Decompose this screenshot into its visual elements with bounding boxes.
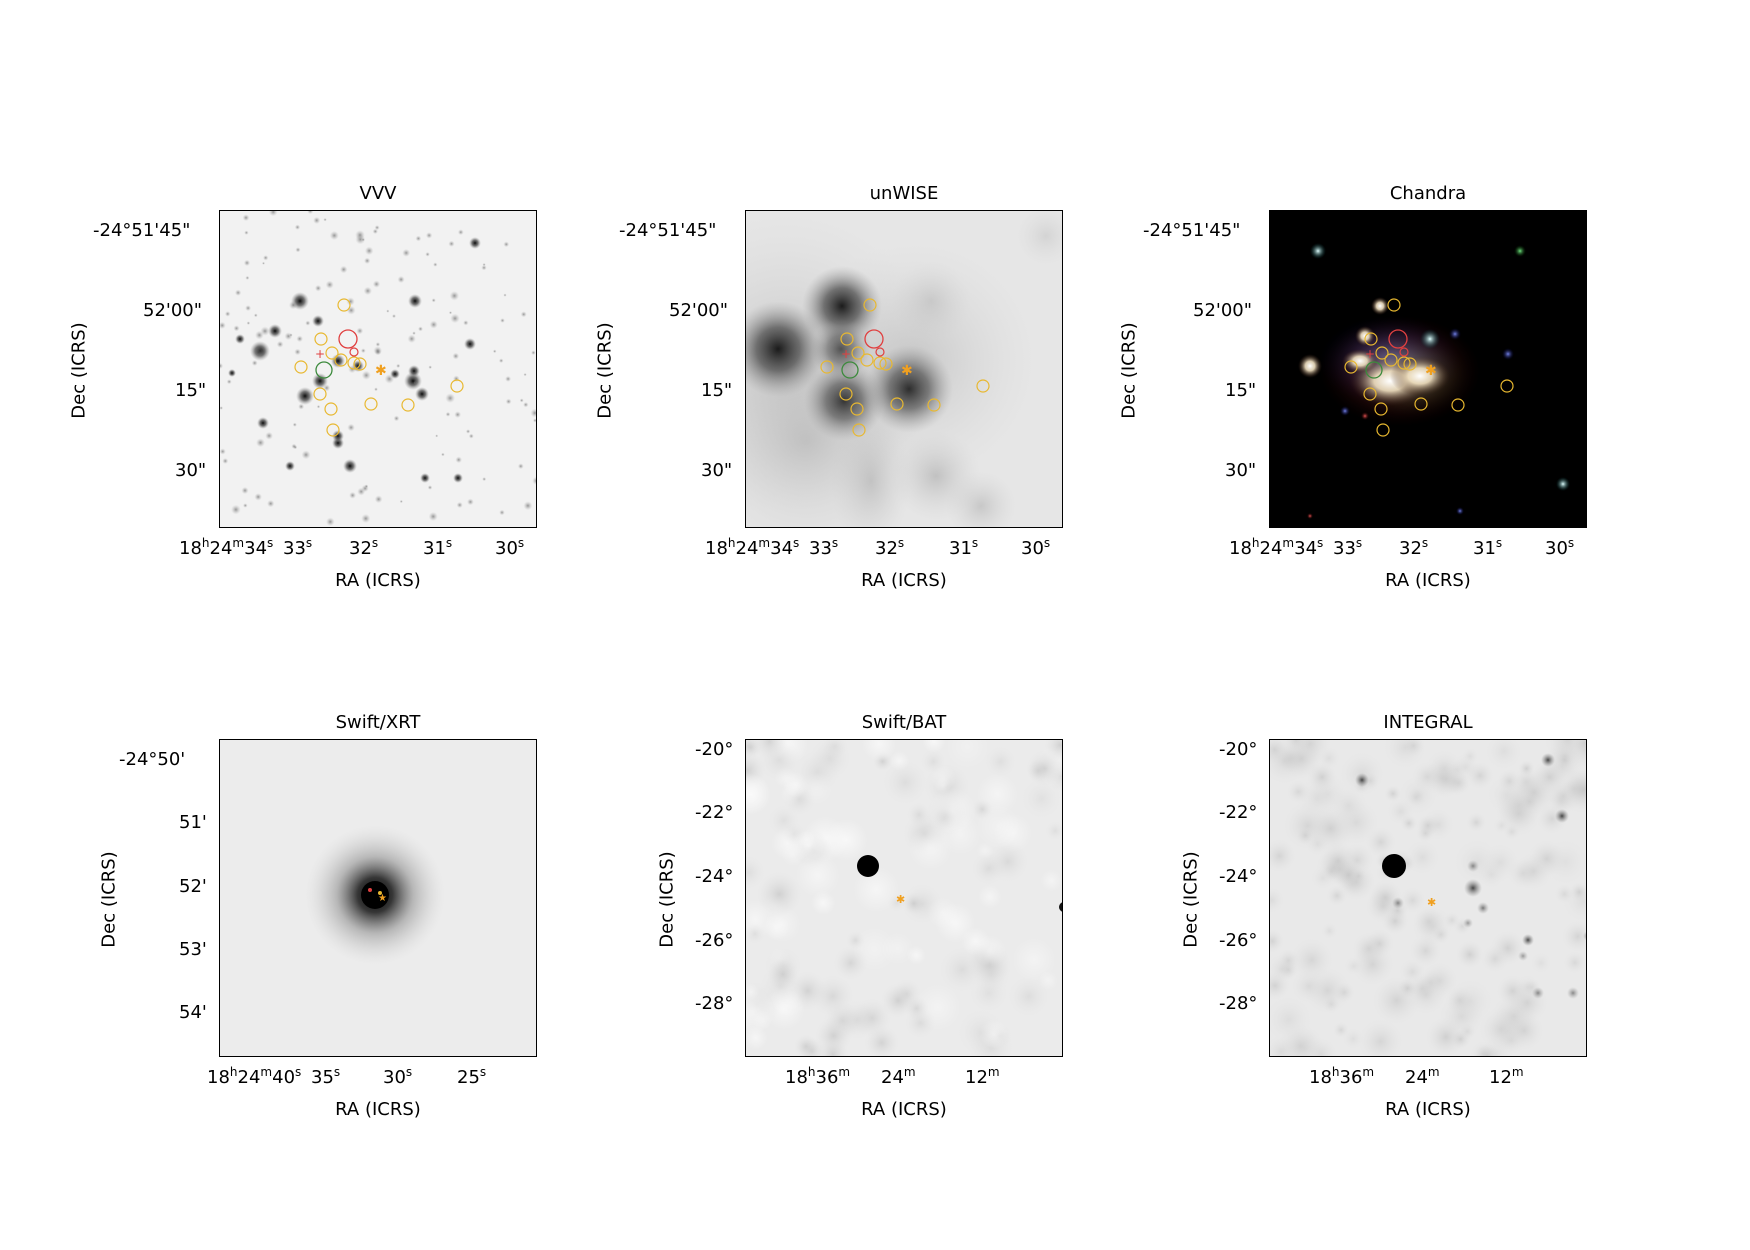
y-tick: 30" [1225,460,1257,481]
y-tick: 30" [701,460,733,481]
x-tick: 31s [949,536,979,559]
y-tick: 52'00" [669,300,729,321]
svg-text:★: ★ [378,893,387,904]
y-axis-label: Dec (ICRS) [1180,851,1202,948]
y-tick: 15" [175,380,207,401]
y-tick: -20° [1219,739,1258,760]
y-tick: -24° [695,866,734,887]
x-tick: 31s [423,536,453,559]
y-tick: -20° [695,739,734,760]
x-tick: 12m [965,1065,1000,1088]
x-tick: 18h24m34s [179,536,274,559]
y-axis-label: Dec (ICRS) [98,851,120,948]
y-tick: -24°50' [119,749,186,770]
y-tick: 51' [179,812,207,833]
y-tick: -24°51'45" [93,220,191,241]
integral-map: ✱ [1270,740,1586,1056]
x-tick: 18h24m34s [1229,536,1324,559]
x-tick: 18h36m [1309,1065,1375,1088]
x-axis-label: RA (ICRS) [1385,1099,1471,1120]
integral-image: ✱ [1269,739,1587,1057]
svg-text:✱: ✱ [896,893,905,906]
svg-text:+: + [315,347,325,361]
x-axis-label: RA (ICRS) [335,570,421,591]
svg-text:+: + [1365,347,1375,361]
x-tick: 32s [875,536,905,559]
x-tick: 33s [283,536,313,559]
swift-xrt-image: ★ [219,739,537,1057]
y-tick: -26° [695,930,734,951]
unwise-blobs: +✱ [746,211,1062,527]
panel-title: VVV [359,183,397,204]
x-tick: 30s [1021,536,1051,559]
x-tick: 30s [383,1065,413,1088]
y-axis-label: Dec (ICRS) [594,322,616,419]
x-tick: 30s [1545,536,1575,559]
y-tick: 53' [179,939,207,960]
swift-bat-image: ✱ [745,739,1063,1057]
x-axis-label: RA (ICRS) [861,1099,947,1120]
panel-title: Swift/BAT [861,712,947,733]
x-tick: 32s [349,536,379,559]
unwise-overlay-markers: +✱ [820,298,990,437]
x-tick: 24m [1405,1065,1440,1088]
y-tick: -24° [1219,866,1258,887]
x-tick: 18h24m34s [705,536,800,559]
y-tick: 54' [179,1002,207,1023]
y-tick: -26° [1219,930,1258,951]
x-tick: 24m [881,1065,916,1088]
x-tick: 30s [495,536,525,559]
chandra-rgb: +✱ [1298,243,1570,519]
unwise-image: + ✱ [745,210,1063,528]
vvv-overlay-markers: +✱ [294,298,464,437]
y-axis-label: Dec (ICRS) [68,322,90,419]
y-tick: -28° [1219,993,1258,1014]
svg-text:✱: ✱ [901,363,913,379]
vvv-starfield: +✱ [220,211,536,527]
panel-title: unWISE [869,183,939,204]
vvv-image: + ✱ [219,210,537,528]
y-tick: 52'00" [1193,300,1253,321]
x-tick: 18h24m40s [207,1065,302,1088]
x-axis-label: RA (ICRS) [335,1099,421,1120]
svg-text:+: + [841,347,851,361]
svg-text:✱: ✱ [1427,896,1436,909]
y-tick: -22° [695,802,734,823]
chandra-overlay-markers: +✱ [1344,298,1514,437]
x-tick: 31s [1473,536,1503,559]
x-tick: 18h36m [785,1065,851,1088]
y-tick: 30" [175,460,207,481]
y-tick: -24°51'45" [619,220,717,241]
x-tick: 32s [1399,536,1429,559]
chandra-image: + ✱ [1269,210,1587,528]
y-tick: -24°51'45" [1143,220,1241,241]
svg-text:✱: ✱ [375,363,387,379]
y-tick: 15" [701,380,733,401]
swift-xrt-source: ★ [305,825,445,965]
panel-title: INTEGRAL [1383,712,1473,733]
y-tick: 52' [179,876,207,897]
x-axis-label: RA (ICRS) [1385,570,1471,591]
y-tick: -28° [695,993,734,1014]
y-axis-label: Dec (ICRS) [1118,322,1140,419]
svg-text:✱: ✱ [1425,363,1437,379]
y-axis-label: Dec (ICRS) [656,851,678,948]
x-axis-label: RA (ICRS) [861,570,947,591]
x-tick: 33s [1333,536,1363,559]
x-tick: 35s [311,1065,341,1088]
y-tick: 15" [1225,380,1257,401]
x-tick: 12m [1489,1065,1524,1088]
swift-bat-map: ✱ [746,740,1062,1056]
panel-title: Swift/XRT [335,712,421,733]
y-tick: -22° [1219,802,1258,823]
x-tick: 25s [457,1065,487,1088]
x-tick: 33s [809,536,839,559]
y-tick: 52'00" [143,300,203,321]
panel-title: Chandra [1389,183,1467,204]
